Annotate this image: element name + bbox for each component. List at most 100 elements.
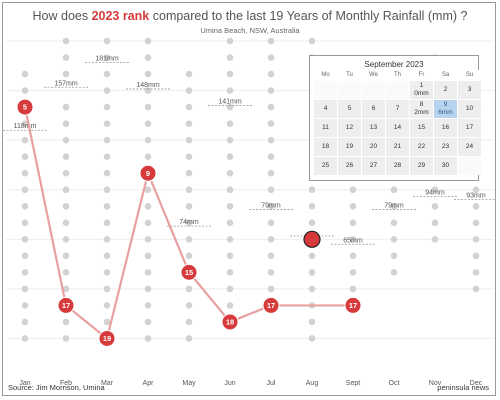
year-dot [21,335,29,342]
selected-month-marker [303,230,321,248]
calendar-day[interactable]: 5 [338,100,361,118]
calendar-day[interactable]: 10 [458,100,481,118]
calendar-empty-cell [386,81,409,99]
calendar-day[interactable]: 20 [362,138,385,156]
calendar-day[interactable]: 17 [458,119,481,137]
calendar-empty-cell [362,81,385,99]
calendar-day[interactable]: 25 [314,157,337,175]
calendar-day[interactable]: 13 [362,119,385,137]
median-label: 118mm [14,123,37,130]
calendar-day[interactable]: 8 2mm [410,100,433,118]
year-dot [267,70,275,78]
year-dot [62,335,70,342]
year-dot [349,236,357,243]
rainfall-rank-chart: 118mm 157mm 181mm 148mm 74mm 141mm 79mm 65mm 79m… [3,37,495,387]
calendar-day[interactable]: 6 [362,100,385,118]
year-dot [21,269,29,276]
calendar-day[interactable]: 3 [458,81,481,99]
year-dot [390,269,398,276]
rank-marker [57,296,75,314]
calendar-day[interactable]: 15 [410,119,433,137]
calendar-day[interactable]: 14 [386,119,409,137]
year-dot [21,70,29,78]
title-highlight: 2023 rank [91,9,150,23]
calendar-day[interactable]: 24 [458,138,481,156]
rank-label: 17 [349,301,357,310]
calendar-day-number: 10 [465,105,474,112]
year-dot [62,120,70,127]
series-segment [65,304,108,340]
x-tick-label: Jan [19,380,30,387]
year-dot [267,87,275,94]
rank-label: 9 [146,169,150,178]
rank-label: 5 [23,103,27,112]
calendar-day[interactable]: 7 [386,100,409,118]
calendar-day[interactable]: 28 [386,157,409,175]
year-dot [267,169,275,177]
year-dot [21,87,29,94]
calendar-day-number: 2 [443,86,448,93]
year-dot [62,269,70,276]
calendar-day[interactable]: 18 [314,138,337,156]
year-dot [267,252,275,260]
title-prefix: How does [32,9,92,23]
calendar-day[interactable]: 9 6mm [434,100,457,118]
x-tick-label: Feb [60,380,72,387]
calendar-day[interactable]: 21 [386,138,409,156]
median-label: 157mm [54,80,78,87]
calendar-day-number: 27 [369,162,378,169]
year-dot [267,136,275,144]
median-label: 141mm [218,98,242,105]
year-dot [103,54,111,61]
calendar-day[interactable]: 19 [338,138,361,156]
year-dot [62,103,70,111]
series-segment [188,271,231,323]
year-dot [226,87,234,94]
year-dot [349,186,357,194]
year-dot [308,202,316,210]
year-dot [144,103,152,111]
year-dot [472,219,480,227]
calendar-day[interactable]: 11 [314,119,337,137]
calendar-day[interactable]: 12 [338,119,361,137]
year-dot [185,153,193,160]
year-dot [144,252,152,260]
year-dot [390,252,398,260]
calendar-day[interactable]: 29 [410,157,433,175]
calendar-day[interactable]: 22 [410,138,433,156]
calendar-day[interactable]: 16 [434,119,457,137]
year-dot [21,318,29,326]
year-dot [308,186,316,194]
year-dot [21,236,29,243]
year-dot [390,219,398,227]
year-dot [267,37,275,45]
year-dot [185,186,193,194]
calendar-day[interactable]: 2 [434,81,457,99]
year-dot [267,120,275,127]
year-dot [62,236,70,243]
chart-frame: How does 2023 rank compared to the last … [2,2,496,396]
year-dot [144,219,152,227]
year-dot [226,136,234,144]
calendar-day[interactable]: 26 [338,157,361,175]
year-dot [62,54,70,61]
year-dot [144,37,152,45]
x-tick-label: Dec [470,380,483,387]
rank-marker [262,296,280,314]
year-dot [21,285,29,293]
calendar-day[interactable]: 1 0mm [410,81,433,99]
year-dot [185,169,193,177]
year-dot [21,252,29,260]
year-dot [103,186,111,194]
rank-label: 17 [267,301,275,310]
calendar-day[interactable]: 27 [362,157,385,175]
calendar-day[interactable]: 30 [434,157,457,175]
calendar-empty-cell [458,157,481,175]
source-note: Source: Jim Morrison, Umina [8,383,105,392]
series-2023-line [23,106,353,340]
year-dot [308,37,316,45]
calendar-day[interactable]: 23 [434,138,457,156]
year-dot [144,285,152,293]
calendar-day-number: 29 [417,162,426,169]
calendar-day[interactable]: 4 [314,100,337,118]
